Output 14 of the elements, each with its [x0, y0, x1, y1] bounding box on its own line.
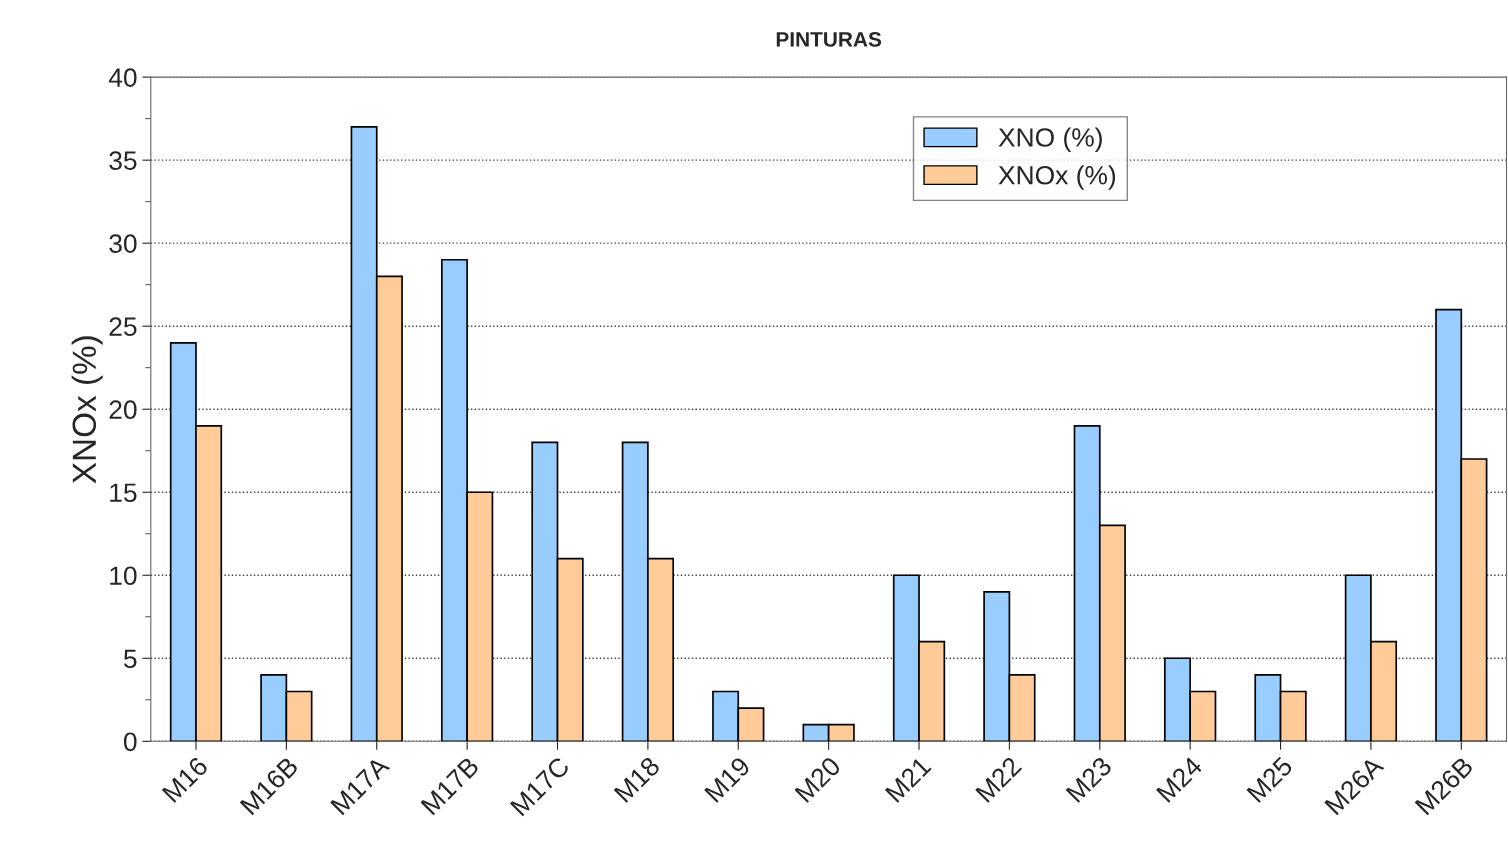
x-tick-label: M21: [884, 755, 932, 803]
y-tick-label: 30: [109, 234, 137, 253]
y-tick-label: 40: [108, 68, 137, 87]
legend-label: XNOx (%): [998, 165, 1116, 190]
y-tick-label: 20: [109, 400, 137, 420]
y-tick-label: 10: [110, 566, 137, 586]
y-tick-label: 5: [123, 649, 137, 669]
y-axis-title: XNOx (%): [71, 336, 103, 484]
legend-label: XNO (%): [998, 127, 1102, 153]
y-tick-label: 35: [109, 151, 137, 170]
y-tick-label: 15: [110, 483, 137, 503]
chart-title: PINTURAS: [776, 32, 882, 47]
y-tick-label: 25: [109, 317, 137, 337]
y-tick-label: 0: [123, 732, 137, 752]
